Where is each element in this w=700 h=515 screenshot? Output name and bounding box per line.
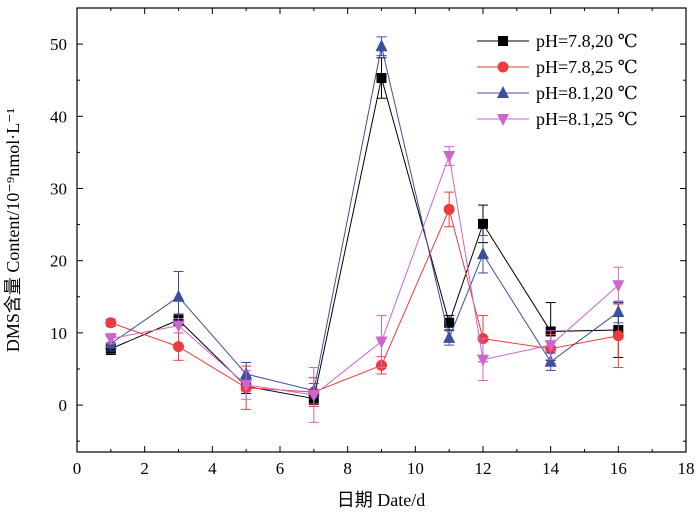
legend-label-4: pH=8.1,25 ℃ bbox=[536, 109, 638, 129]
data-point-1-5 bbox=[376, 73, 387, 84]
data-point-3-2 bbox=[172, 289, 185, 302]
y-tick-label-30: 30 bbox=[50, 179, 67, 198]
data-point-4-7 bbox=[477, 354, 489, 367]
x-tick-labels: 0 2 4 6 8 10 12 14 16 18 bbox=[73, 459, 695, 478]
legend-marker-3 bbox=[497, 86, 509, 98]
y-tick-label-40: 40 bbox=[50, 107, 67, 126]
series-4 bbox=[104, 146, 625, 423]
data-point-4-2 bbox=[172, 320, 185, 333]
series-line-2 bbox=[110, 207, 619, 393]
legend-label-3: pH=8.1,20 ℃ bbox=[536, 83, 638, 103]
legend-marker-1 bbox=[498, 36, 508, 46]
y-tick-labels: 0 10 20 30 40 50 bbox=[50, 35, 67, 415]
x-tick-label-8: 8 bbox=[343, 459, 352, 478]
data-point-4-6 bbox=[443, 151, 456, 163]
data-point-3-5 bbox=[375, 39, 388, 52]
x-tick-label-6: 6 bbox=[276, 459, 285, 478]
x-tick-label-18: 18 bbox=[678, 459, 695, 478]
y-tick-label-10: 10 bbox=[50, 324, 67, 343]
data-point-2-1 bbox=[105, 317, 117, 329]
data-point-2-2 bbox=[173, 341, 184, 353]
y-axis-title: DMS含量 Content/10⁻⁹nmol·L⁻¹ bbox=[3, 108, 23, 352]
series-layer bbox=[104, 36, 625, 423]
data-point-3-9 bbox=[612, 304, 625, 317]
legend-item-4: pH=8.1,25 ℃ bbox=[477, 109, 638, 129]
y-tick-label-0: 0 bbox=[59, 396, 68, 415]
x-tick-label-2: 2 bbox=[140, 459, 149, 478]
data-point-4-8 bbox=[544, 340, 557, 353]
y-tick-label-50: 50 bbox=[50, 35, 67, 54]
data-point-3-6 bbox=[443, 330, 456, 343]
data-point-4-5 bbox=[375, 336, 388, 349]
legend-marker-4 bbox=[497, 114, 509, 126]
x-tick-label-10: 10 bbox=[407, 459, 424, 478]
data-point-3-8 bbox=[544, 354, 557, 367]
legend-item-3: pH=8.1,20 ℃ bbox=[477, 83, 638, 103]
series-line-4 bbox=[110, 154, 619, 396]
x-tick-label-14: 14 bbox=[542, 459, 560, 478]
legend-item-1: pH=7.8,20 ℃ bbox=[477, 31, 638, 51]
x-tick-label-4: 4 bbox=[208, 459, 217, 478]
data-point-2-6 bbox=[443, 203, 455, 215]
x-tick-label-12: 12 bbox=[475, 459, 492, 478]
data-point-4-1 bbox=[104, 333, 117, 346]
legend-label-1: pH=7.8,20 ℃ bbox=[536, 31, 638, 51]
x-tick-label-0: 0 bbox=[73, 459, 82, 478]
data-point-3-7 bbox=[477, 247, 489, 260]
y-tick-label-20: 20 bbox=[50, 252, 67, 271]
data-point-4-9 bbox=[612, 280, 625, 293]
data-point-4-4 bbox=[307, 389, 320, 402]
x-tick-label-16: 16 bbox=[610, 459, 627, 478]
data-point-2-9 bbox=[612, 330, 624, 342]
data-point-1-6 bbox=[444, 317, 455, 328]
legend-item-2: pH=7.8,25 ℃ bbox=[477, 57, 638, 77]
data-point-4-3 bbox=[240, 379, 253, 392]
x-axis-title: 日期 Date/d bbox=[337, 490, 425, 510]
legend-marker-2 bbox=[497, 61, 509, 73]
legend-label-2: pH=7.8,25 ℃ bbox=[536, 57, 638, 77]
axis-ticks bbox=[76, 7, 687, 452]
legend: pH=7.8,20 ℃ pH=7.8,25 ℃ pH=8.1,20 ℃ pH=8.1,… bbox=[477, 31, 638, 129]
data-point-1-7 bbox=[478, 218, 488, 229]
